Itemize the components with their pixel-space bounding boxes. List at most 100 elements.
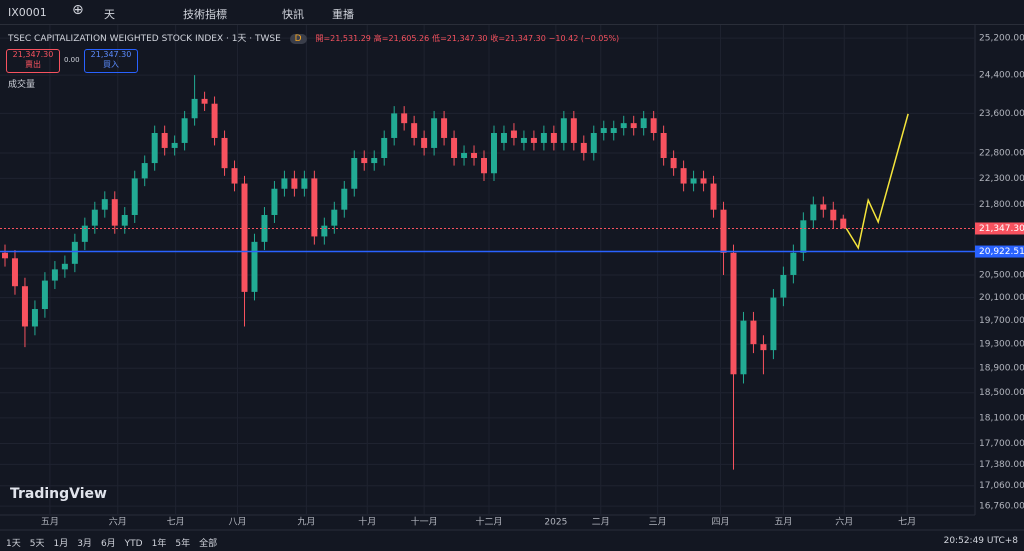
candle-body: [680, 168, 687, 184]
y-tick-label: 23,600.00: [979, 109, 1024, 119]
candle-body: [201, 98, 208, 104]
candle-body: [700, 178, 707, 184]
candle-body: [171, 142, 178, 148]
y-tick-label: 16,760.00: [979, 502, 1024, 512]
buy-label: 買入: [103, 60, 119, 69]
range-button[interactable]: 5天: [29, 539, 45, 549]
replay-button[interactable]: 重播: [332, 8, 354, 21]
candle-body: [600, 128, 607, 134]
candle-body: [401, 113, 408, 124]
candle-body: [271, 188, 278, 215]
candle-body: [690, 178, 697, 184]
sell-button[interactable]: 21,347.30 賣出: [6, 49, 60, 73]
candle-body: [351, 158, 358, 189]
add-symbol[interactable]: ⊕: [72, 2, 84, 18]
candle-body: [151, 133, 158, 164]
alerts-button[interactable]: 快訊: [282, 8, 304, 21]
candle-body: [301, 178, 308, 189]
candle-body: [81, 225, 88, 242]
candle-body: [820, 204, 827, 210]
indicators-button[interactable]: 技術指標: [183, 8, 227, 21]
candle-body: [241, 183, 248, 292]
x-tick-label: 六月: [109, 516, 127, 528]
candle-body: [361, 158, 368, 164]
candle-body: [510, 130, 517, 138]
y-tick-label: 17,060.00: [979, 481, 1024, 491]
y-tick-label: 17,380.00: [979, 460, 1024, 470]
y-tick-label: 22,300.00: [979, 174, 1024, 184]
candle-body: [660, 133, 667, 159]
x-tick-label: 二月: [592, 517, 610, 528]
candle-body: [780, 274, 787, 298]
candle-body: [451, 137, 458, 159]
candle-body: [810, 204, 817, 221]
x-tick-label: 2025: [544, 518, 567, 528]
candle-body: [530, 137, 537, 143]
candle-body: [431, 118, 438, 148]
candle-body: [181, 118, 188, 143]
legend: TSEC CAPITALIZATION WEIGHTED STOCK INDEX…: [8, 31, 619, 44]
candle-body: [540, 133, 547, 143]
candle-body: [800, 220, 807, 253]
candle-body: [71, 241, 78, 264]
y-tick-label: 19,700.00: [979, 316, 1024, 326]
y-tick-label: 17,700.00: [979, 439, 1024, 449]
y-tick-label: 21,800.00: [979, 200, 1024, 210]
price-label: 20,922.51: [979, 247, 1024, 257]
candle-body: [500, 133, 507, 143]
clock: 20:52:49 UTC+8: [943, 536, 1018, 546]
candle-body: [61, 263, 68, 270]
candle-body: [421, 137, 428, 148]
range-button[interactable]: YTD: [124, 539, 143, 549]
candle-body: [730, 252, 737, 375]
candle-body: [640, 118, 647, 129]
candle-body: [830, 209, 837, 221]
legend-low: 低=21,347.30: [432, 34, 488, 43]
candle-body: [610, 128, 617, 134]
range-button[interactable]: 全部: [199, 539, 218, 549]
candle-body: [281, 178, 288, 189]
price-label-box: [975, 245, 1024, 258]
x-tick-label: 六月: [835, 516, 853, 528]
range-button[interactable]: 1天: [6, 539, 21, 549]
buy-price: 21,347.30: [90, 50, 132, 59]
range-button[interactable]: 1月: [53, 539, 69, 549]
candle-body: [570, 118, 577, 143]
buy-button[interactable]: 21,347.30 買入: [84, 49, 138, 73]
badge: D: [289, 34, 307, 44]
candle-body: [750, 320, 757, 345]
candle-body: [770, 297, 777, 351]
range-bar: 1天 5天 1月 3月 6月 YTD 1年 5年 全部: [6, 536, 226, 549]
symbol[interactable]: IX0001: [8, 6, 47, 19]
candle-body: [391, 113, 398, 138]
candle-body: [481, 158, 488, 174]
sell-label: 賣出: [25, 60, 41, 69]
x-tick-label: 三月: [649, 517, 667, 528]
y-tick-label: 18,900.00: [979, 364, 1024, 374]
candle-body: [670, 158, 677, 169]
candle-body: [471, 152, 478, 159]
candle-body: [101, 199, 108, 210]
candle-body: [461, 152, 468, 159]
range-button[interactable]: 3月: [77, 539, 92, 549]
interval[interactable]: 天: [104, 8, 115, 21]
candle-body: [251, 241, 258, 292]
candle-body: [331, 209, 338, 226]
range-button[interactable]: 6月: [100, 539, 116, 549]
legend-high: 高=21,605.26: [373, 34, 430, 43]
x-tick-label: 十月: [358, 516, 376, 528]
candle-body: [91, 209, 98, 226]
y-tick-label: 19,300.00: [979, 340, 1024, 350]
y-tick-label: 20,500.00: [979, 270, 1024, 280]
candle-body: [121, 214, 128, 226]
x-tick-label: 七月: [167, 517, 185, 528]
candle-body: [341, 188, 348, 210]
y-tick-label: 18,100.00: [979, 413, 1024, 423]
candle-body: [131, 178, 138, 215]
candle-body: [550, 133, 557, 143]
projection-line: [845, 113, 909, 250]
range-button[interactable]: 1年: [151, 539, 167, 549]
y-tick-label: 22,800.00: [979, 148, 1024, 158]
range-button[interactable]: 5年: [175, 539, 191, 549]
